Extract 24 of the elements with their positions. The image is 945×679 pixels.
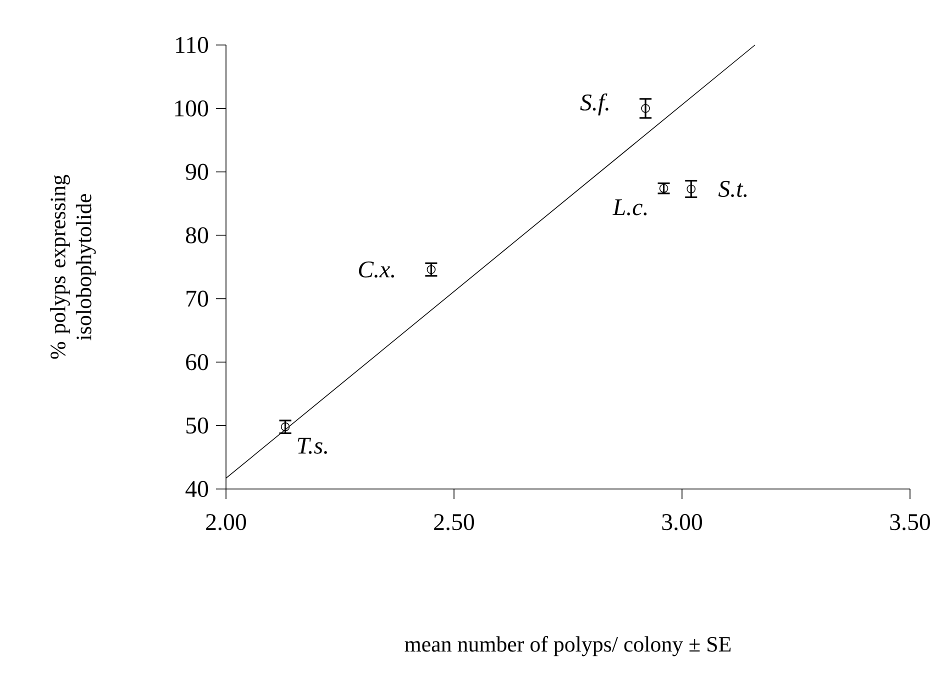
x-tick-label: 2.00 [206, 514, 246, 530]
y-tick-label: 80 [186, 227, 208, 244]
y-tick-label: 60 [186, 354, 208, 370]
annotation: C.x. [358, 261, 394, 278]
y-tick-label: 50 [186, 418, 208, 434]
annotation: S.f. [580, 93, 608, 116]
point [426, 265, 436, 274]
x-tick-label: 2.50 [434, 514, 474, 530]
annotation: S.t. [718, 180, 747, 198]
y-tick-label: 70 [186, 290, 208, 307]
y-tick-label: 110 [176, 36, 208, 54]
annotation: L.c. [612, 199, 647, 216]
point [659, 184, 668, 193]
y-tick-label: 40 [186, 480, 208, 498]
y-tick-label: 90 [186, 164, 208, 180]
annotation: T.s. [298, 438, 327, 454]
x-tick-label: 3.50 [890, 514, 930, 530]
x-tick-label: 3.00 [662, 514, 702, 530]
point [686, 184, 696, 194]
x-axis-title: mean number of polyps/ colony ± SE [404, 636, 731, 656]
y-axis-title: % polyps expressing isolobophytolide [50, 174, 96, 359]
point [280, 422, 290, 432]
y-tick-label: 100 [175, 100, 208, 116]
point [641, 104, 650, 113]
